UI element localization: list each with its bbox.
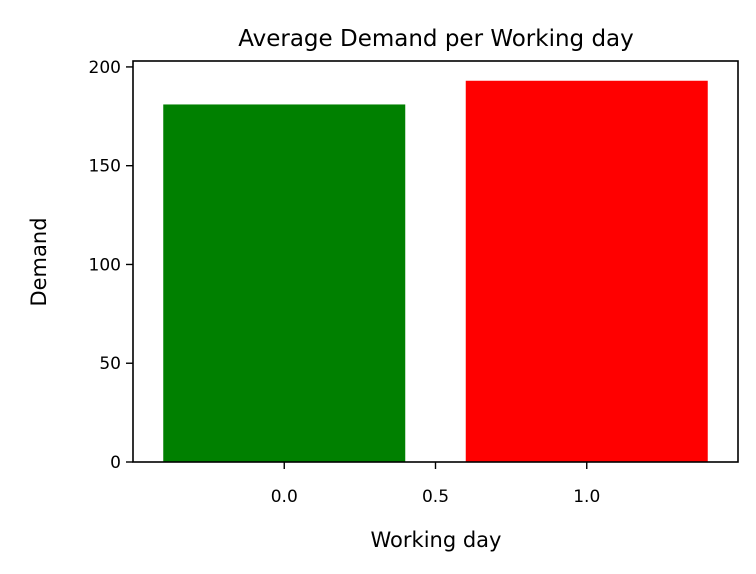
x-axis-ticks: 0.0 0.5 1.0 bbox=[271, 462, 600, 507]
y-tick-label: 150 bbox=[89, 157, 121, 177]
bars-group bbox=[163, 80, 708, 462]
y-tick-label: 200 bbox=[89, 58, 121, 78]
bar-1.0 bbox=[465, 80, 708, 462]
y-tick-label: 0 bbox=[110, 453, 121, 473]
y-axis-label: Demand bbox=[27, 217, 51, 306]
x-axis-label: Working day bbox=[371, 528, 502, 552]
y-tick-label: 50 bbox=[99, 354, 121, 374]
y-axis-ticks: 0 50 100 150 200 bbox=[89, 58, 133, 473]
chart-title: Average Demand per Working day bbox=[238, 26, 634, 52]
x-tick-label: 0.5 bbox=[422, 487, 449, 507]
x-tick-label: 0.0 bbox=[271, 487, 298, 507]
bar-0.0 bbox=[163, 104, 406, 462]
x-tick-label: 1.0 bbox=[573, 487, 600, 507]
y-tick-label: 100 bbox=[89, 255, 121, 275]
